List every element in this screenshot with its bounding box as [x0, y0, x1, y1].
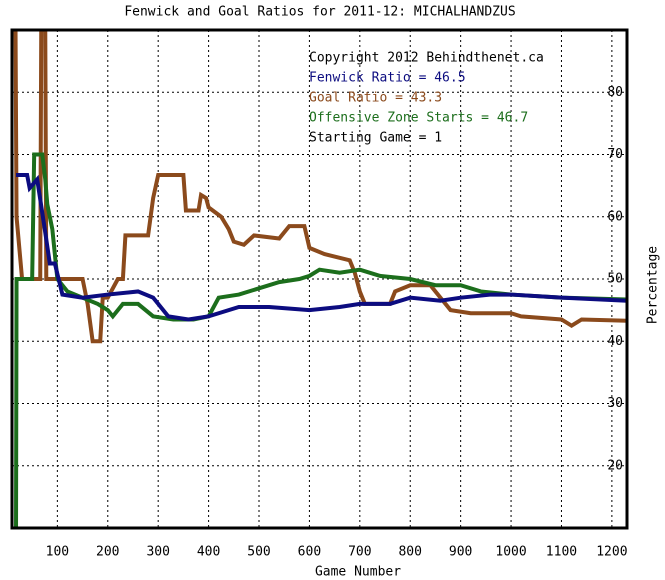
annotation: Offensive Zone Starts = 46.7	[309, 111, 528, 126]
chart-title: Fenwick and Goal Ratios for 2011-12: MIC…	[124, 5, 515, 20]
x-tick-label: 300	[146, 545, 169, 560]
x-tick-label: 500	[247, 545, 270, 560]
x-tick-label: 800	[398, 545, 421, 560]
x-tick-label: 600	[298, 545, 321, 560]
y-tick-label: 40	[607, 334, 623, 349]
y-tick-label: 20	[607, 458, 623, 473]
y-tick-label: 60	[607, 209, 623, 224]
series-line	[16, 173, 627, 322]
plot-border	[10, 28, 629, 530]
x-axis-label: Game Number	[315, 565, 401, 580]
y-axis-label: Percentage	[646, 246, 661, 324]
annotation: Copyright 2012 Behindthenet.ca	[309, 51, 544, 66]
x-tick-label: 1000	[495, 545, 526, 560]
annotation: Fenwick Ratio = 46.5	[309, 71, 466, 86]
x-tick-label: 100	[46, 545, 69, 560]
y-tick-label: 50	[607, 272, 623, 287]
annotation: Goal Ratio = 43.3	[309, 91, 442, 106]
x-tick-label: 200	[96, 545, 119, 560]
x-tick-label: 400	[197, 545, 220, 560]
x-tick-label: 1200	[596, 545, 627, 560]
x-tick-label: 700	[348, 545, 371, 560]
y-tick-label: 80	[607, 85, 623, 100]
x-tick-label: 900	[449, 545, 472, 560]
y-tick-label: 30	[607, 396, 623, 411]
y-tick-label: 70	[607, 147, 623, 162]
series-line	[13, 30, 627, 344]
x-tick-label: 1100	[546, 545, 577, 560]
annotation: Starting Game = 1	[309, 131, 442, 146]
